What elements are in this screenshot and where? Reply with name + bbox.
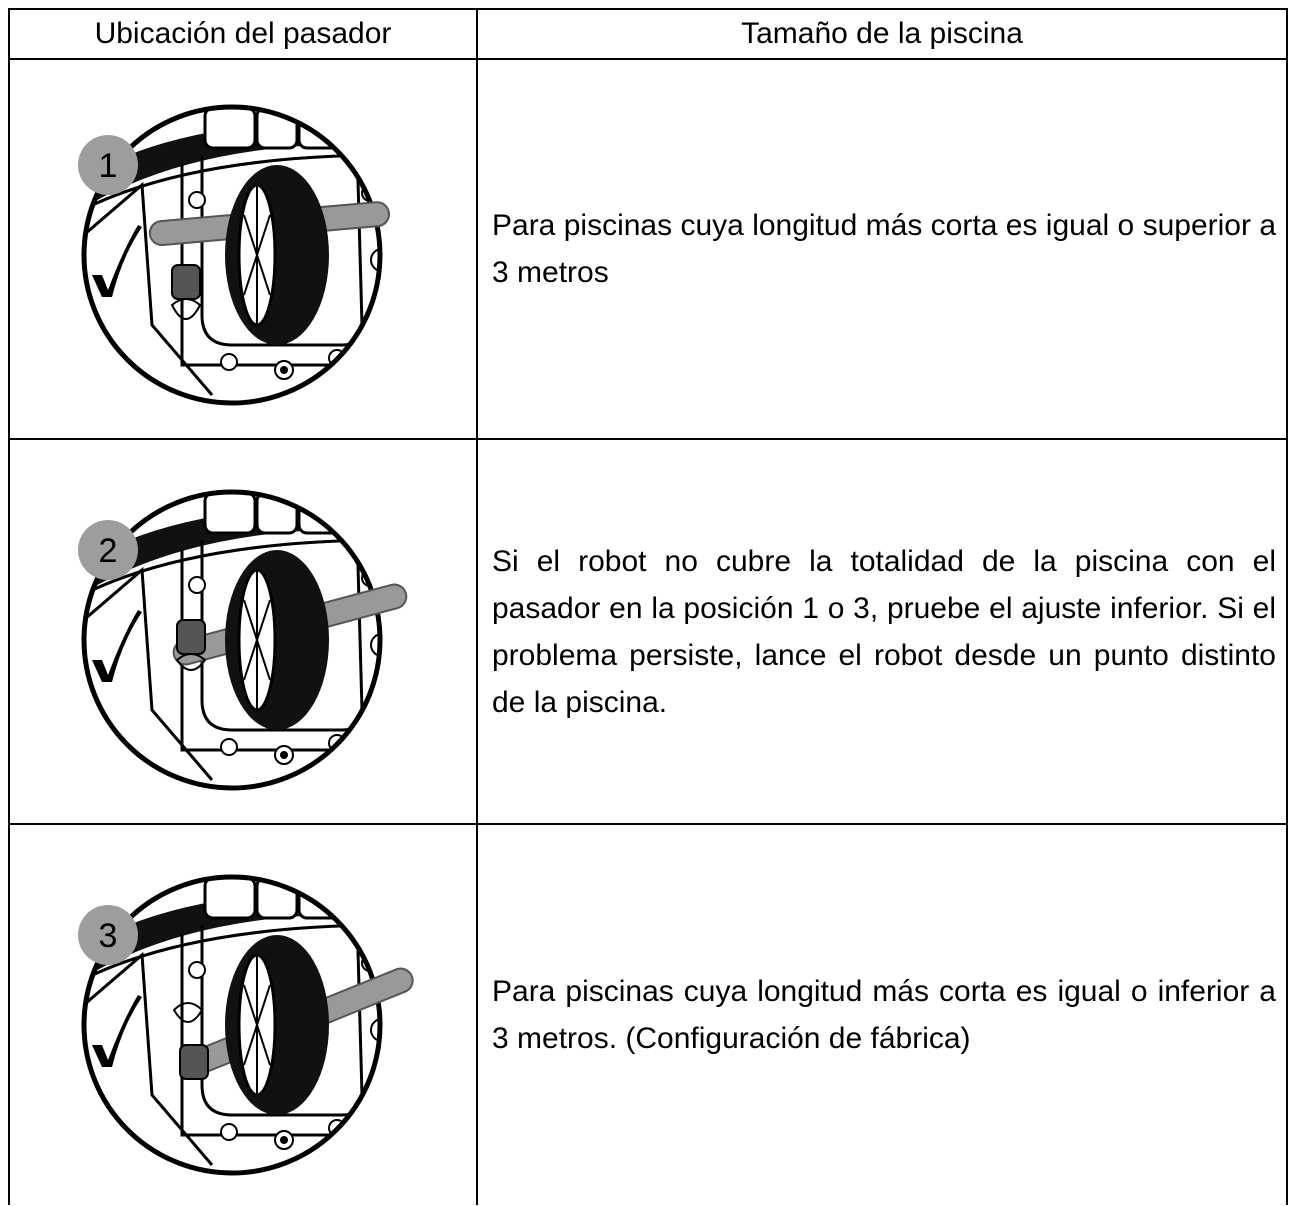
badge: 3 (99, 917, 118, 955)
image-cell: 3 (8, 823, 478, 1205)
pin-table: Ubicación del pasador Tamaño de la pisci… (8, 8, 1288, 1205)
text-cell: Para piscinas cuya longitud más corta es… (476, 58, 1288, 440)
image-cell: 1 (8, 58, 478, 440)
row: 1 Para piscinas cuya longitud más corta … (8, 58, 1288, 440)
image-cell: 2 (8, 438, 478, 825)
badge: 2 (99, 532, 118, 570)
header-cell: Ubicación del pasador (8, 8, 478, 60)
illustration: 2 (10, 440, 408, 823)
illustration: 3 (10, 825, 414, 1205)
text-cell: Para piscinas cuya longitud más corta es… (476, 823, 1288, 1205)
header-cell: Tamaño de la piscina (476, 8, 1288, 60)
row: 2 Si el robot no cubre la totalidad de l… (8, 438, 1288, 825)
illustration: 1 (10, 60, 476, 438)
header-row: Ubicación del pasador Tamaño de la pisci… (8, 8, 1288, 60)
text-cell: Si el robot no cubre la totalidad de la … (476, 438, 1288, 825)
row: 3 Para piscinas cuya longitud más corta … (8, 823, 1288, 1205)
badge: 1 (99, 147, 118, 185)
